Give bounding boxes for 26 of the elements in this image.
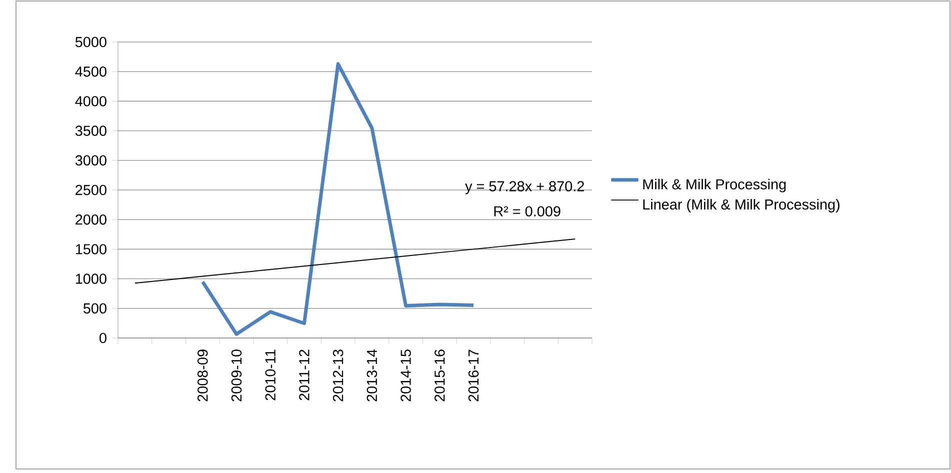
y-tick-label: 4000	[75, 96, 106, 106]
y-tick-label: 1000	[76, 274, 106, 284]
y-tick-label: 1500	[76, 244, 106, 254]
legend-label: Milk & Milk Processing	[643, 178, 786, 192]
y-tick-label: 3000	[75, 155, 106, 166]
y-tick-label: 3500	[75, 126, 106, 136]
x-tick-label: 2016-17	[468, 350, 479, 402]
y-tick-label: 5000	[75, 36, 106, 48]
x-tick-label: 2014-15	[400, 350, 411, 402]
y-tick-label: 2000	[76, 214, 106, 225]
annotation: R² = 0.009	[494, 206, 560, 216]
x-tick-label: 2009-10	[231, 350, 242, 402]
y-tick-label: 4500	[75, 66, 106, 77]
x-tick-label: 2012-13	[332, 350, 344, 402]
x-tick-label: 2008-09	[198, 350, 208, 402]
legend-label: Linear (Milk & Milk Processing)	[643, 198, 840, 212]
y-tick-label: 2500	[76, 184, 106, 196]
y-tick-label: 500	[83, 303, 106, 314]
annotation: y = 57.28x + 870.2	[465, 181, 584, 194]
line-series	[200, 62, 476, 336]
x-tick-label: 2010-11	[265, 350, 276, 400]
y-tick-label: 0	[100, 332, 106, 344]
x-tick-label: 2013-14	[366, 349, 378, 402]
x-tick-label: 2011-12	[299, 350, 310, 400]
x-tick-label: 2015-16	[434, 350, 445, 402]
line-series	[134, 238, 576, 284]
